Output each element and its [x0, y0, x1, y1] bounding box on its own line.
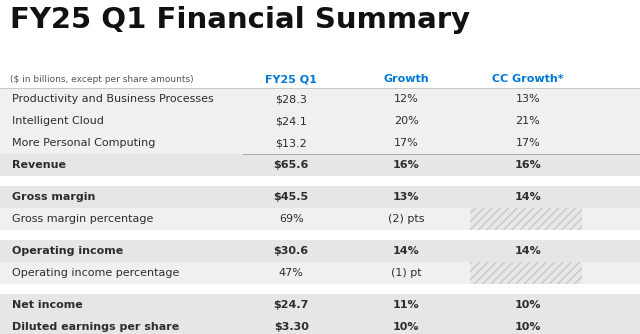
Bar	[0, 230, 640, 240]
Text: Productivity and Business Processes: Productivity and Business Processes	[12, 95, 213, 105]
Bar	[0, 284, 640, 294]
Bar	[0, 240, 640, 262]
Text: 16%: 16%	[515, 160, 541, 170]
Bar	[0, 262, 640, 284]
Text: ($ in billions, except per share amounts): ($ in billions, except per share amounts…	[10, 74, 194, 84]
Text: 69%: 69%	[279, 214, 303, 224]
Text: $45.5: $45.5	[274, 192, 308, 202]
Text: 11%: 11%	[393, 301, 420, 310]
Text: 10%: 10%	[515, 301, 541, 310]
Text: 21%: 21%	[516, 117, 540, 127]
Text: 20%: 20%	[394, 117, 419, 127]
Text: 10%: 10%	[515, 322, 541, 332]
Text: $65.6: $65.6	[273, 160, 309, 170]
Text: More Personal Computing: More Personal Computing	[12, 138, 155, 148]
Text: $24.1: $24.1	[275, 117, 307, 127]
Bar	[0, 294, 640, 316]
Bar	[0, 208, 640, 230]
Bar	[0, 316, 640, 334]
Text: 14%: 14%	[393, 246, 420, 257]
Bar	[0, 154, 640, 176]
Text: $13.2: $13.2	[275, 138, 307, 148]
Text: 17%: 17%	[516, 138, 540, 148]
Text: 47%: 47%	[279, 269, 303, 279]
Text: 13%: 13%	[393, 192, 420, 202]
Text: Revenue: Revenue	[12, 160, 65, 170]
Text: (2) pts: (2) pts	[388, 214, 425, 224]
Text: Operating income percentage: Operating income percentage	[12, 269, 179, 279]
Text: Diluted earnings per share: Diluted earnings per share	[12, 322, 179, 332]
Text: FY25 Q1: FY25 Q1	[265, 74, 317, 84]
Bar	[470, 262, 582, 284]
Text: Intelligent Cloud: Intelligent Cloud	[12, 117, 104, 127]
Text: 17%: 17%	[394, 138, 419, 148]
Text: Gross margin percentage: Gross margin percentage	[12, 214, 153, 224]
Text: Net income: Net income	[12, 301, 83, 310]
Bar	[0, 186, 640, 208]
Text: FY25 Q1 Financial Summary: FY25 Q1 Financial Summary	[10, 6, 470, 34]
Text: $30.6: $30.6	[274, 246, 308, 257]
Text: 14%: 14%	[515, 246, 541, 257]
Text: Growth: Growth	[383, 74, 429, 84]
Bar	[0, 110, 640, 132]
Text: 14%: 14%	[515, 192, 541, 202]
Bar	[470, 208, 582, 230]
Text: 13%: 13%	[516, 95, 540, 105]
Text: 12%: 12%	[394, 95, 419, 105]
Text: Operating income: Operating income	[12, 246, 123, 257]
Text: $3.30: $3.30	[274, 322, 308, 332]
Text: $24.7: $24.7	[273, 301, 309, 310]
Bar	[0, 132, 640, 154]
Text: 10%: 10%	[393, 322, 420, 332]
Text: $28.3: $28.3	[275, 95, 307, 105]
Text: 16%: 16%	[393, 160, 420, 170]
Bar	[0, 176, 640, 186]
Text: (1) pt: (1) pt	[391, 269, 422, 279]
Bar	[0, 88, 640, 110]
Text: CC Growth*: CC Growth*	[492, 74, 564, 84]
Text: Gross margin: Gross margin	[12, 192, 95, 202]
